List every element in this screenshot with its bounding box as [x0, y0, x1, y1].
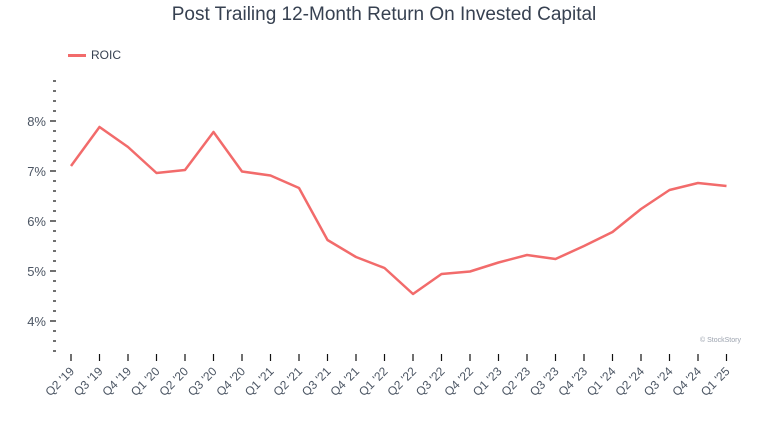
y-tick-label: 8% [27, 114, 46, 129]
x-tick-label: Q4 '24 [669, 364, 704, 399]
y-axis: 4% 5% 6% 7% 8% [27, 80, 56, 352]
credit-text: © StockStory [700, 337, 741, 344]
x-tick-label: Q1 '23 [470, 364, 505, 399]
x-tick-label: Q1 '22 [356, 364, 391, 399]
legend: ROIC [68, 48, 121, 62]
x-tick-label: Q3 '24 [641, 364, 676, 399]
x-tick-label: Q3 '22 [413, 364, 448, 399]
x-tick-label: Q4 '23 [555, 364, 590, 399]
x-tick-label: Q3 '21 [299, 364, 334, 399]
x-tick-label: Q2 '24 [612, 364, 647, 399]
roic-line [69, 125, 727, 296]
x-tick-label: Q1 '21 [242, 364, 277, 399]
x-tick-label: Q1 '24 [584, 364, 619, 399]
x-tick-label: Q2 '23 [498, 364, 533, 399]
x-tick-label: Q2 '19 [42, 364, 77, 399]
legend-label: ROIC [91, 48, 121, 62]
y-tick-label: 5% [27, 264, 46, 279]
series-roic [69, 125, 727, 296]
x-tick-label: Q4 '22 [441, 364, 476, 399]
x-tick-label: Q1 '20 [128, 364, 163, 399]
x-tick-label: Q2 '22 [384, 364, 419, 399]
x-tick-label: Q1 '25 [698, 364, 733, 399]
x-tick-label: Q2 '21 [270, 364, 305, 399]
y-tick-label: 4% [27, 314, 46, 329]
x-tick-label: Q3 '19 [71, 364, 106, 399]
x-tick-label: Q4 '19 [99, 364, 134, 399]
x-tick-label: Q3 '20 [185, 364, 220, 399]
x-tick-label: Q4 '20 [213, 364, 248, 399]
y-tick-label: 6% [27, 214, 46, 229]
y-tick-label: 7% [27, 164, 46, 179]
x-tick-label: Q3 '23 [527, 364, 562, 399]
x-tick-label: Q2 '20 [156, 364, 191, 399]
x-tick-label: Q4 '21 [327, 364, 362, 399]
chart-title: Post Trailing 12-Month Return On Investe… [171, 4, 597, 25]
legend-swatch [68, 53, 86, 57]
